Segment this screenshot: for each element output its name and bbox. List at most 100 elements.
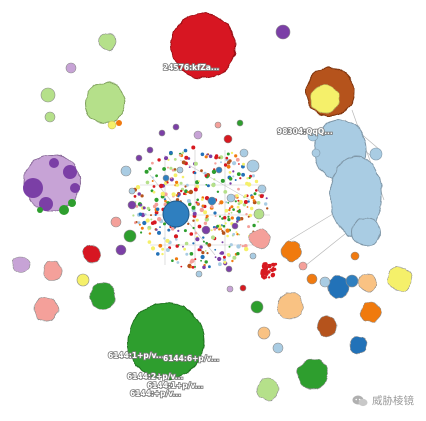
purple-node: [49, 158, 59, 168]
hub-node: [212, 226, 216, 229]
hub-node: [234, 200, 237, 203]
hub-node: [221, 231, 226, 235]
hub-node: [269, 263, 272, 266]
hub-node: [246, 182, 252, 187]
hub-node: [148, 232, 152, 235]
hub-node: [253, 192, 257, 196]
hub-node: [230, 151, 234, 155]
satellite-node: [44, 111, 56, 123]
hub-node: [150, 214, 152, 217]
satellite-node: [115, 244, 127, 256]
hub-node: [210, 205, 214, 209]
hub-node: [252, 223, 256, 228]
hub-node: [194, 258, 197, 261]
hub-node: [144, 169, 149, 174]
hub-node: [195, 218, 199, 222]
satellite-node: [158, 129, 166, 137]
satellite-node: [89, 282, 117, 310]
edge: [299, 229, 351, 271]
satellite-node: [257, 326, 271, 340]
satellite-node: [249, 228, 271, 250]
hub-node: [220, 178, 225, 183]
hub-node: [144, 213, 147, 216]
hub-node: [155, 228, 158, 231]
hub-node: [236, 244, 241, 249]
hub-node: [193, 171, 197, 175]
hub-node: [165, 238, 170, 243]
label-green-cluster-5: 6144:+p/v...: [130, 389, 181, 398]
hub-node: [191, 145, 196, 150]
hub-node: [176, 183, 180, 187]
hub-node: [174, 257, 179, 261]
hub-node: [204, 250, 207, 252]
hub-node: [192, 219, 195, 222]
hub-node: [171, 192, 176, 197]
hub-node: [267, 264, 270, 267]
hub-node: [221, 241, 224, 244]
hub-node: [223, 216, 227, 220]
hub-node: [226, 234, 229, 238]
hub-node: [146, 206, 150, 210]
hub-node: [145, 180, 150, 185]
hub-node: [183, 192, 186, 195]
hub-node: [192, 226, 195, 230]
hub-node: [213, 211, 217, 215]
hub-node: [187, 222, 190, 225]
hub-node: [270, 268, 274, 272]
hub-node: [235, 231, 238, 234]
satellite-node: [249, 252, 257, 260]
hub-node: [175, 238, 178, 241]
hub-node: [173, 158, 177, 161]
hub-node: [247, 200, 250, 203]
purple-node: [39, 197, 53, 211]
satellite-node: [250, 300, 264, 314]
hub-node: [201, 251, 205, 255]
hub-node: [218, 156, 221, 159]
hub-node: [217, 256, 222, 262]
satellite-node: [256, 377, 280, 401]
hub-node: [205, 183, 208, 186]
hub-node: [200, 259, 203, 262]
satellite-node: [214, 121, 222, 129]
hub-node: [225, 201, 228, 204]
hub-node: [206, 153, 209, 156]
hub-node: [250, 206, 254, 211]
hub-node: [199, 245, 203, 249]
label-green-cluster-3: 6144:2+p/v...: [127, 372, 183, 381]
hub-node: [186, 190, 189, 194]
hub-node: [184, 241, 189, 246]
hub-node: [152, 190, 156, 194]
hub-node: [179, 181, 183, 185]
hub-node: [133, 195, 137, 198]
purple-cluster: [23, 154, 81, 215]
hub-node: [241, 244, 244, 248]
hub-node: [232, 175, 235, 178]
hub-node: [150, 218, 153, 221]
hub-node: [167, 158, 170, 161]
hub-node: [265, 197, 268, 200]
hub-node: [201, 204, 205, 208]
satellite-node: [253, 208, 265, 220]
light-blue-tip: [351, 217, 381, 247]
hub-node: [208, 154, 213, 159]
hub-node: [157, 230, 161, 235]
green-cluster-node: [127, 302, 205, 380]
hub-node: [148, 167, 152, 171]
hub-node: [210, 235, 216, 240]
watermark-text: 威胁棱镜: [372, 395, 414, 407]
hub-node: [183, 229, 187, 233]
hub-node: [220, 228, 223, 231]
hub-node: [140, 226, 144, 230]
hub-node: [228, 171, 232, 174]
hub-node: [191, 265, 195, 269]
hub-node: [250, 195, 255, 200]
hub-node: [150, 221, 155, 226]
hub-node: [226, 164, 231, 169]
hub-node: [188, 189, 194, 195]
hub-node: [230, 205, 234, 209]
hub-node: [223, 163, 228, 167]
hub-node: [242, 203, 247, 207]
hub-node: [161, 252, 164, 256]
hub-node: [154, 202, 159, 207]
satellite-node: [176, 166, 184, 174]
